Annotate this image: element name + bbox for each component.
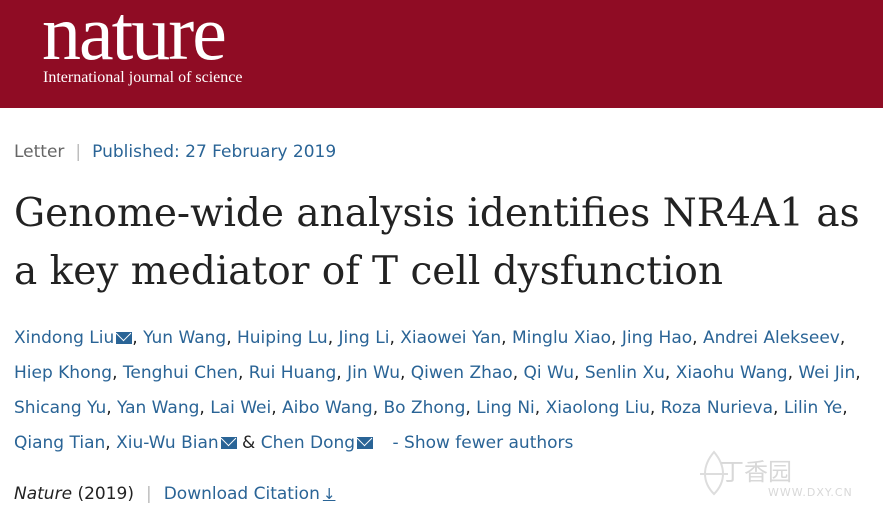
author-link[interactable]: Bo Zhong: [383, 398, 466, 418]
author-link[interactable]: Jin Wu: [347, 363, 400, 383]
author-link[interactable]: Aibo Wang: [282, 398, 373, 418]
author-line: Hiep Khong, Tenghui Chen, Rui Huang, Jin…: [14, 363, 861, 383]
author-line: Qiang Tian, Xiu-Wu Bian & Chen Dong - Sh…: [14, 433, 574, 453]
author-link[interactable]: Minglu Xiao: [511, 328, 612, 348]
download-icon[interactable]: ↓: [322, 485, 336, 503]
author-link[interactable]: Jing Hao: [621, 328, 693, 348]
author-link[interactable]: Ling Ni: [476, 398, 535, 418]
author-link[interactable]: Lai Wei: [210, 398, 272, 418]
email-icon[interactable]: [357, 437, 374, 449]
author-link[interactable]: Xiaohu Wang: [675, 363, 788, 383]
email-icon[interactable]: [116, 332, 133, 344]
email-icon[interactable]: [220, 437, 237, 449]
author-link[interactable]: Yun Wang: [143, 328, 227, 348]
article-type: Letter: [14, 142, 65, 162]
article-meta: Letter | Published: 27 February 2019: [14, 142, 337, 162]
watermark-icon: [700, 450, 728, 496]
author-line: Shicang Yu, Yan Wang, Lai Wei, Aibo Wang…: [14, 398, 848, 418]
author-link[interactable]: Xiaolong Liu: [545, 398, 650, 418]
author-link[interactable]: Roza Nurieva: [660, 398, 773, 418]
citation-line: Nature (2019) | Download Citation ↓: [14, 484, 336, 504]
author-link[interactable]: Hiep Khong: [14, 363, 113, 383]
author-link[interactable]: Shicang Yu: [14, 398, 107, 418]
author-link[interactable]: Qi Wu: [523, 363, 575, 383]
show-fewer-authors-link[interactable]: - Show fewer authors: [392, 433, 574, 453]
download-citation-link[interactable]: Download Citation: [163, 484, 320, 504]
author-link[interactable]: Andrei Alekseev: [702, 328, 840, 348]
author-link[interactable]: Xindong Liu: [14, 328, 115, 348]
journal-name: Nature: [14, 484, 73, 504]
publication-date: Published: 27 February 2019: [92, 142, 337, 162]
author-line: Xindong Liu, Yun Wang, Huiping Lu, Jing …: [14, 328, 846, 348]
watermark-url: WWW.DXY.CN: [768, 486, 853, 499]
author-link[interactable]: Yan Wang: [117, 398, 200, 418]
author-link[interactable]: Senlin Xu: [584, 363, 665, 383]
author-link[interactable]: Jing Li: [338, 328, 390, 348]
author-link[interactable]: Chen Dong: [260, 433, 356, 453]
author-link[interactable]: Rui Huang: [248, 363, 337, 383]
author-link[interactable]: Tenghui Chen: [122, 363, 238, 383]
logo-tagline: International journal of science: [43, 69, 243, 86]
author-link[interactable]: Wei Jin: [798, 363, 856, 383]
site-header: nature International journal of science: [0, 0, 883, 108]
author-link[interactable]: Xiu-Wu Bian: [116, 433, 219, 453]
nature-logo[interactable]: nature: [42, 0, 227, 76]
author-link[interactable]: Huiping Lu: [237, 328, 328, 348]
author-link[interactable]: Qiwen Zhao: [410, 363, 513, 383]
publication-year: (2019): [77, 484, 134, 504]
author-link[interactable]: Qiang Tian: [14, 433, 106, 453]
article-title: Genome-wide analysis identifies NR4A1 as…: [14, 191, 860, 294]
watermark-text: 丁香园: [720, 458, 792, 486]
author-list: Xindong Liu, Yun Wang, Huiping Lu, Jing …: [14, 321, 879, 461]
author-link[interactable]: Lilin Ye: [783, 398, 843, 418]
author-link[interactable]: Xiaowei Yan: [400, 328, 502, 348]
